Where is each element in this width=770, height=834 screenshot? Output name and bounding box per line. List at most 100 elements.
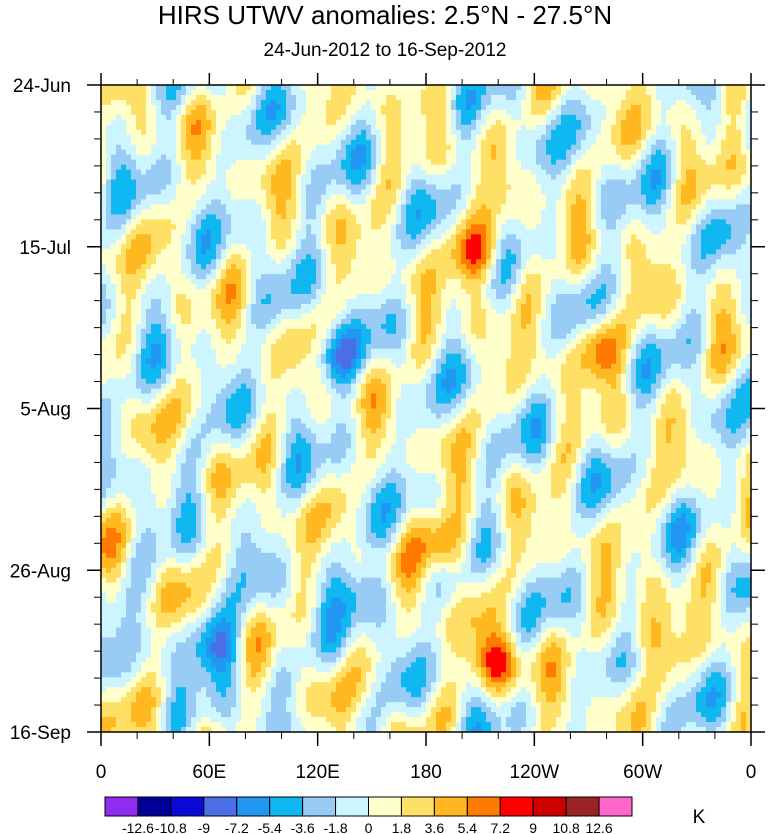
field-cell — [741, 239, 747, 245]
field-cell — [731, 214, 737, 220]
field-cell — [141, 209, 147, 215]
field-cell — [441, 254, 447, 260]
field-cell — [171, 94, 177, 101]
field-cell — [736, 139, 742, 146]
field-cell — [586, 259, 592, 265]
field-cell — [651, 94, 657, 101]
field-cell — [126, 189, 132, 196]
field-cell — [226, 234, 232, 240]
field-cell — [266, 184, 272, 191]
field-cell — [461, 149, 467, 156]
field-cell — [436, 174, 442, 181]
field-cell — [306, 239, 312, 245]
field-cell — [746, 139, 751, 146]
field-cell — [456, 104, 462, 111]
field-cell — [271, 94, 277, 101]
field-cell — [731, 139, 737, 146]
field-cell — [301, 184, 307, 191]
field-cell — [446, 129, 452, 136]
field-cell — [511, 214, 517, 220]
field-cell — [291, 124, 297, 131]
field-cell — [341, 204, 347, 211]
field-cell — [581, 189, 587, 196]
field-cell — [131, 154, 137, 161]
field-cell — [461, 85, 467, 91]
field-cell — [731, 189, 737, 196]
field-cell — [171, 259, 177, 265]
field-cell — [361, 234, 367, 240]
field-cell — [366, 209, 372, 215]
field-cell — [236, 184, 242, 191]
field-cell — [526, 179, 532, 186]
field-cell — [286, 129, 292, 136]
field-cell — [396, 259, 402, 265]
field-cell — [161, 154, 167, 161]
field-cell — [171, 219, 177, 225]
field-cell — [181, 244, 187, 250]
field-cell — [581, 239, 587, 245]
field-cell — [521, 99, 527, 106]
field-cell — [436, 239, 442, 245]
field-cell — [706, 209, 712, 215]
field-cell — [256, 99, 262, 106]
field-cell — [481, 159, 487, 166]
field-cell — [506, 154, 512, 161]
field-cell — [106, 154, 112, 161]
field-cell — [306, 134, 312, 141]
field-cell — [716, 259, 722, 265]
field-cell — [281, 169, 287, 176]
field-cell — [721, 119, 727, 126]
field-cell — [381, 239, 387, 245]
field-cell — [261, 229, 267, 235]
field-cell — [491, 89, 497, 96]
field-cell — [626, 264, 632, 270]
field-cell — [481, 149, 487, 156]
field-cell — [296, 129, 302, 136]
field-cell — [191, 264, 197, 270]
field-cell — [531, 244, 537, 250]
field-cell — [306, 109, 312, 116]
field-cell — [171, 124, 177, 131]
field-cell — [456, 89, 462, 96]
field-cell — [521, 219, 527, 225]
field-cell — [431, 214, 437, 220]
field-cell — [641, 259, 647, 265]
field-cell — [741, 154, 747, 161]
field-cell — [126, 204, 132, 211]
field-cell — [291, 234, 297, 240]
field-cell — [541, 154, 547, 161]
field-cell — [341, 224, 347, 230]
field-cell — [671, 214, 677, 220]
field-cell — [226, 104, 232, 111]
field-cell — [541, 159, 547, 166]
field-cell — [436, 234, 442, 240]
field-cell — [361, 129, 367, 136]
field-cell — [211, 85, 217, 91]
field-cell — [141, 214, 147, 220]
field-cell — [521, 94, 527, 101]
field-cell — [221, 169, 227, 176]
field-cell — [286, 149, 292, 156]
field-cell — [741, 219, 747, 225]
field-cell — [196, 234, 202, 240]
field-cell — [651, 154, 657, 161]
field-cell — [201, 154, 207, 161]
field-cell — [121, 119, 127, 126]
field-cell — [661, 194, 667, 201]
field-cell — [116, 174, 122, 181]
field-cell — [731, 99, 737, 106]
field-cell — [501, 189, 507, 196]
field-cell — [686, 199, 692, 206]
field-cell — [666, 254, 672, 260]
field-cell — [381, 254, 387, 260]
field-cell — [416, 119, 422, 126]
field-cell — [581, 174, 587, 181]
field-cell — [311, 204, 317, 211]
field-cell — [666, 114, 672, 121]
field-cell — [661, 214, 667, 220]
field-cell — [451, 214, 457, 220]
field-cell — [686, 219, 692, 225]
field-cell — [746, 89, 751, 96]
field-cell — [626, 184, 632, 191]
field-cell — [341, 109, 347, 116]
